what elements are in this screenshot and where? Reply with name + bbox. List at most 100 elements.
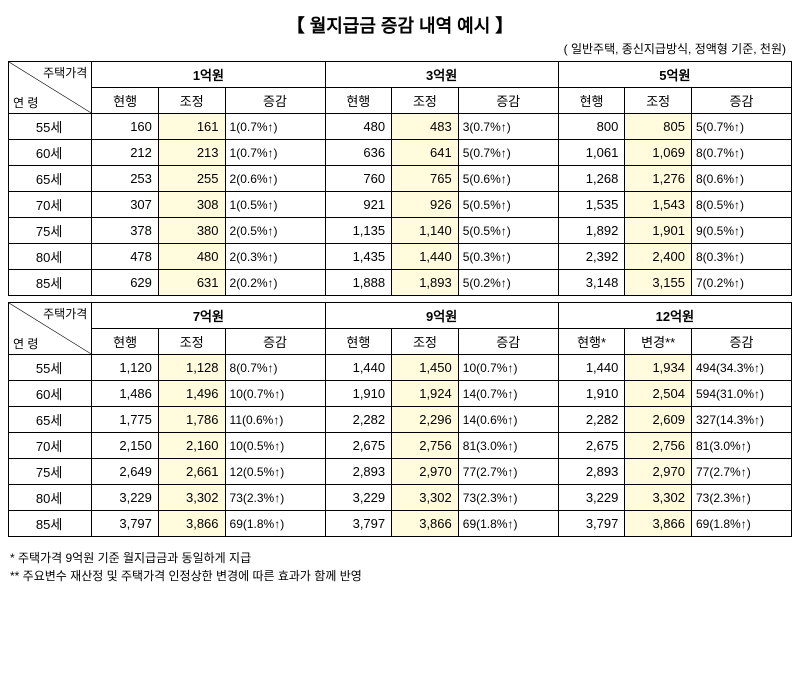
- current-cell: 1,910: [558, 381, 625, 407]
- adjusted-cell: 3,302: [625, 485, 692, 511]
- current-cell: 2,392: [558, 244, 625, 270]
- adjusted-cell: 765: [392, 166, 459, 192]
- col-current: 현행: [92, 88, 159, 114]
- current-cell: 2,282: [558, 407, 625, 433]
- current-cell: 1,120: [92, 355, 159, 381]
- current-cell: 3,229: [325, 485, 392, 511]
- col-diff: 증감: [458, 88, 558, 114]
- age-cell: 75세: [9, 218, 92, 244]
- age-cell: 55세: [9, 114, 92, 140]
- adjusted-cell: 3,866: [392, 511, 459, 537]
- adjusted-cell: 2,970: [625, 459, 692, 485]
- adjusted-cell: 3,866: [158, 511, 225, 537]
- diff-cell: 5(0.5%↑): [458, 218, 558, 244]
- table-row: 55세1601611(0.7%↑)4804833(0.7%↑)8008055(0…: [9, 114, 792, 140]
- diff-cell: 3(0.7%↑): [458, 114, 558, 140]
- diff-cell: 69(1.8%↑): [225, 511, 325, 537]
- adjusted-cell: 805: [625, 114, 692, 140]
- current-cell: 160: [92, 114, 159, 140]
- age-cell: 70세: [9, 433, 92, 459]
- diff-cell: 77(2.7%↑): [458, 459, 558, 485]
- table-row: 85세3,7973,86669(1.8%↑)3,7973,86669(1.8%↑…: [9, 511, 792, 537]
- age-cell: 65세: [9, 166, 92, 192]
- diff-cell: 494(34.3%↑): [692, 355, 792, 381]
- diff-cell: 5(0.6%↑): [458, 166, 558, 192]
- adjusted-cell: 3,302: [392, 485, 459, 511]
- age-cell: 60세: [9, 381, 92, 407]
- adjusted-cell: 1,934: [625, 355, 692, 381]
- diff-cell: 5(0.7%↑): [458, 140, 558, 166]
- diff-cell: 8(0.3%↑): [691, 244, 791, 270]
- price-group-header: 7억원: [92, 303, 325, 329]
- current-cell: 2,649: [92, 459, 159, 485]
- adjusted-cell: 380: [158, 218, 225, 244]
- col-current: 현행: [325, 329, 392, 355]
- adjusted-cell: 1,128: [158, 355, 225, 381]
- current-cell: 1,135: [325, 218, 392, 244]
- current-cell: 3,229: [558, 485, 625, 511]
- adjusted-cell: 2,609: [625, 407, 692, 433]
- current-cell: 2,675: [325, 433, 392, 459]
- current-cell: 253: [92, 166, 159, 192]
- page-title: 【 월지급금 증감 내역 예시 】: [8, 8, 792, 40]
- col-current: 현행: [92, 329, 159, 355]
- corner-header: 주택가격연 령: [9, 62, 92, 114]
- current-cell: 1,892: [558, 218, 625, 244]
- col-adjusted: 변경**: [625, 329, 692, 355]
- price-group-header: 12억원: [558, 303, 791, 329]
- price-group-header: 1억원: [92, 62, 325, 88]
- current-cell: 3,148: [558, 270, 625, 296]
- current-cell: 1,061: [558, 140, 625, 166]
- adjusted-cell: 2,970: [392, 459, 459, 485]
- diff-cell: 10(0.7%↑): [458, 355, 558, 381]
- current-cell: 1,440: [325, 355, 392, 381]
- adjusted-cell: 480: [158, 244, 225, 270]
- current-cell: 636: [325, 140, 392, 166]
- current-cell: 3,229: [92, 485, 159, 511]
- price-group-header: 3억원: [325, 62, 558, 88]
- diff-cell: 1(0.7%↑): [225, 140, 325, 166]
- current-cell: 800: [558, 114, 625, 140]
- diff-cell: 8(0.7%↑): [225, 355, 325, 381]
- diff-cell: 73(2.3%↑): [225, 485, 325, 511]
- current-cell: 2,893: [558, 459, 625, 485]
- age-cell: 75세: [9, 459, 92, 485]
- current-cell: 3,797: [325, 511, 392, 537]
- diff-cell: 7(0.2%↑): [691, 270, 791, 296]
- diff-cell: 77(2.7%↑): [692, 459, 792, 485]
- footnote-2: ** 주요변수 재산정 및 주택가격 인정상한 변경에 따른 효과가 함께 반영: [10, 567, 790, 585]
- price-group-header: 9억원: [325, 303, 558, 329]
- adjusted-cell: 1,901: [625, 218, 692, 244]
- page-subtitle: ( 일반주택, 종신지급방식, 정액형 기준, 천원): [8, 40, 792, 61]
- adjusted-cell: 3,155: [625, 270, 692, 296]
- adjusted-cell: 1,140: [392, 218, 459, 244]
- col-current: 현행*: [558, 329, 625, 355]
- table-row: 80세3,2293,30273(2.3%↑)3,2293,30273(2.3%↑…: [9, 485, 792, 511]
- diff-cell: 73(2.3%↑): [458, 485, 558, 511]
- diff-cell: 8(0.5%↑): [691, 192, 791, 218]
- diff-cell: 2(0.5%↑): [225, 218, 325, 244]
- table-row: 75세2,6492,66112(0.5%↑)2,8932,97077(2.7%↑…: [9, 459, 792, 485]
- table-row: 60세1,4861,49610(0.7%↑)1,9101,92414(0.7%↑…: [9, 381, 792, 407]
- current-cell: 629: [92, 270, 159, 296]
- diff-cell: 2(0.6%↑): [225, 166, 325, 192]
- footnote-1: * 주택가격 9억원 기준 월지급금과 동일하게 지급: [10, 549, 790, 567]
- col-current: 현행: [558, 88, 625, 114]
- diff-cell: 14(0.7%↑): [458, 381, 558, 407]
- diff-cell: 73(2.3%↑): [692, 485, 792, 511]
- current-cell: 480: [325, 114, 392, 140]
- col-current: 현행: [325, 88, 392, 114]
- col-diff: 증감: [225, 329, 325, 355]
- adjusted-cell: 631: [158, 270, 225, 296]
- diff-cell: 8(0.6%↑): [691, 166, 791, 192]
- adjusted-cell: 1,276: [625, 166, 692, 192]
- price-group-header: 5억원: [558, 62, 791, 88]
- adjusted-cell: 2,296: [392, 407, 459, 433]
- adjusted-cell: 2,504: [625, 381, 692, 407]
- table-row: 75세3783802(0.5%↑)1,1351,1405(0.5%↑)1,892…: [9, 218, 792, 244]
- current-cell: 2,282: [325, 407, 392, 433]
- current-cell: 378: [92, 218, 159, 244]
- current-cell: 1,535: [558, 192, 625, 218]
- diff-cell: 327(14.3%↑): [692, 407, 792, 433]
- adjusted-cell: 1,786: [158, 407, 225, 433]
